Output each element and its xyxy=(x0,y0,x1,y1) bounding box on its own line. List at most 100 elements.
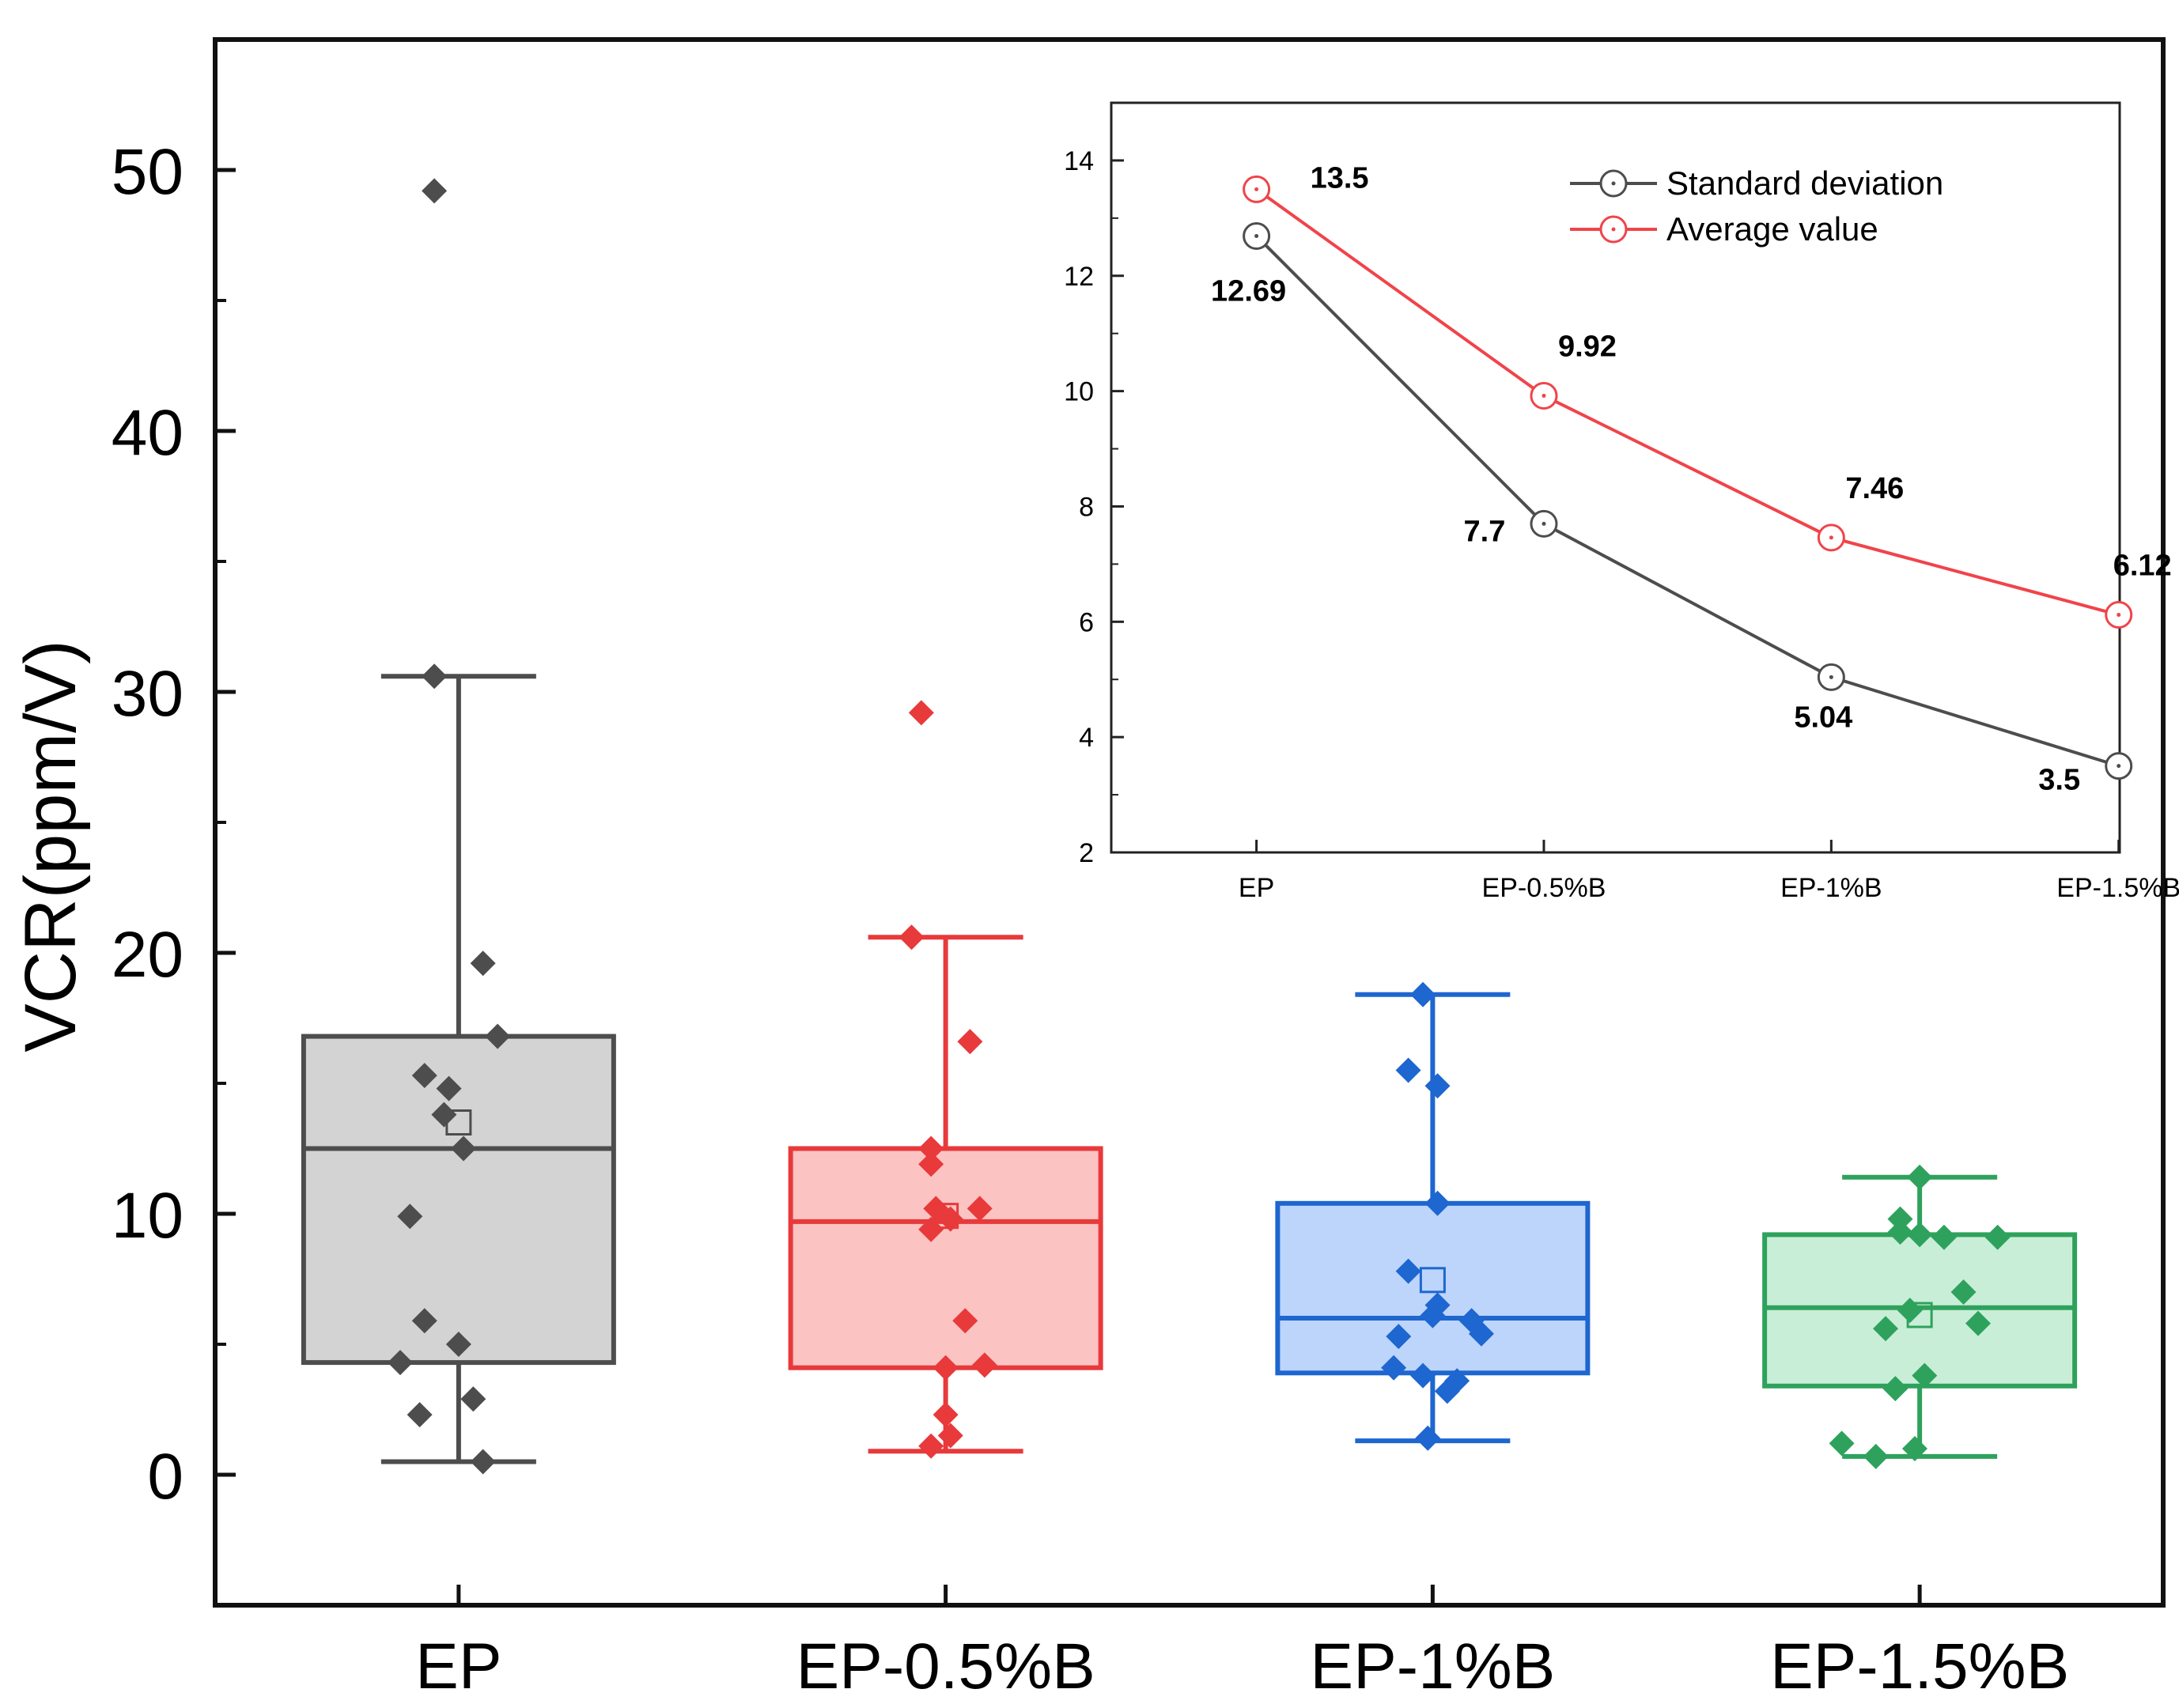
data-point xyxy=(1395,1057,1421,1083)
data-point xyxy=(1386,1324,1412,1350)
data-point xyxy=(933,1355,959,1381)
data-point xyxy=(1420,1302,1446,1328)
mean-marker xyxy=(1419,1267,1446,1294)
y-tick-label: 40 xyxy=(112,397,183,469)
data-point xyxy=(1907,1164,1933,1190)
inset-data-label: 3.5 xyxy=(2038,764,2080,797)
inset-series-marker-dot xyxy=(1542,521,1546,526)
data-point xyxy=(918,1433,944,1459)
data-point xyxy=(1863,1443,1889,1469)
data-point xyxy=(445,1332,471,1357)
inset-y-tick-label: 12 xyxy=(1064,262,1094,292)
box xyxy=(301,1033,616,1366)
x-tick-label: EP-0.5%B xyxy=(796,1631,1095,1702)
data-point xyxy=(1415,1425,1441,1451)
box xyxy=(1275,1200,1591,1376)
data-point xyxy=(1381,1355,1407,1381)
inset-x-tick-label: EP-1%B xyxy=(1780,873,1882,903)
y-tick-label: 10 xyxy=(112,1180,183,1252)
inset-y-tick-label: 6 xyxy=(1079,607,1094,637)
y-tick-label: 0 xyxy=(147,1441,183,1513)
data-point xyxy=(1887,1219,1913,1245)
data-point xyxy=(1468,1321,1494,1347)
x-tick-label: EP xyxy=(415,1631,501,1702)
mean-marker xyxy=(933,1203,959,1230)
inset-series-marker-dot xyxy=(1254,233,1259,238)
data-point xyxy=(451,1136,477,1162)
data-point xyxy=(952,1308,978,1334)
inset-y-tick-label: 4 xyxy=(1079,723,1094,753)
data-point xyxy=(1395,1258,1421,1284)
legend-label: Standard deviation xyxy=(1666,164,1943,202)
data-point xyxy=(470,950,496,977)
data-point xyxy=(407,1402,433,1428)
inset-data-label: 6.12 xyxy=(2113,550,2172,583)
data-point xyxy=(470,1449,496,1475)
inset-series-line xyxy=(1255,187,2120,617)
inset-plot: 2 4 6 8 10 12 14 EP EP-0.5%B EP-1%B EP-1.5%B 12.69 7… xyxy=(1064,101,2179,903)
x-tick-label: EP-1%B xyxy=(1310,1631,1555,1702)
data-point xyxy=(1882,1376,1909,1402)
inset-series-marker-dot xyxy=(1254,187,1259,191)
inset-series-marker-dot xyxy=(1829,675,1833,679)
data-point xyxy=(422,663,448,690)
legend-label: Average value xyxy=(1666,210,1878,248)
data-point xyxy=(908,700,934,726)
inset-series-marker-dot xyxy=(2117,613,2121,618)
y-tick-label: 50 xyxy=(112,136,183,208)
data-point xyxy=(1829,1430,1855,1457)
legend-marker-dot xyxy=(1611,181,1616,186)
data-point xyxy=(1901,1436,1927,1461)
data-point xyxy=(422,178,448,204)
inset-data-label: 13.5 xyxy=(1311,161,1369,195)
inset-series-line xyxy=(1255,235,2120,768)
data-point xyxy=(957,1029,983,1055)
inset-series-marker-dot xyxy=(1829,535,1833,540)
mean-marker xyxy=(445,1109,472,1136)
data-point xyxy=(1965,1310,1992,1336)
inset-data-label: 12.69 xyxy=(1211,274,1286,308)
mean-marker xyxy=(1906,1302,1933,1328)
inset-series-marker-dot xyxy=(2117,764,2121,769)
inset-y-tick-label: 10 xyxy=(1064,377,1094,407)
data-point xyxy=(1424,1190,1451,1216)
main-plot: 0 10 20 30 40 50 EP EP-0.5%B EP-1%B EP-1.5%B xyxy=(112,37,2166,1702)
data-point xyxy=(1887,1206,1913,1232)
data-point xyxy=(937,1423,963,1449)
y-tick-label: 30 xyxy=(112,658,183,730)
inset-y-tick-label: 14 xyxy=(1064,146,1094,176)
data-point xyxy=(387,1350,413,1376)
inset-data-label: 5.04 xyxy=(1794,701,1852,734)
inset-frame xyxy=(1110,101,2121,854)
data-point xyxy=(1424,1073,1451,1099)
inset-y-tick-label: 2 xyxy=(1079,838,1094,868)
data-point xyxy=(918,1136,944,1162)
legend-marker-dot xyxy=(1611,227,1616,232)
data-point xyxy=(1950,1279,1977,1305)
data-point xyxy=(1410,1362,1436,1389)
data-point xyxy=(971,1352,997,1378)
y-axis-label: VCR(ppm/V) xyxy=(10,640,91,1052)
data-point xyxy=(1907,1222,1933,1248)
inset-x-tick-label: EP-0.5%B xyxy=(1482,873,1606,903)
inset-data-label: 7.7 xyxy=(1464,515,1506,548)
inset-y-tick-label: 8 xyxy=(1079,492,1094,522)
data-point xyxy=(1931,1224,1957,1250)
data-point xyxy=(967,1196,993,1222)
data-point xyxy=(436,1075,462,1102)
data-point xyxy=(397,1204,423,1230)
data-point xyxy=(1873,1316,1899,1342)
data-point xyxy=(411,1063,437,1089)
inset-data-label: 7.46 xyxy=(1845,472,1904,505)
data-point xyxy=(485,1023,511,1049)
x-tick-label: EP-1.5%B xyxy=(1770,1631,2069,1702)
inset-data-label: 9.92 xyxy=(1558,330,1617,363)
data-point xyxy=(1912,1362,1938,1389)
data-point xyxy=(1984,1224,2011,1250)
inset-x-tick-label: EP xyxy=(1239,873,1274,903)
data-point xyxy=(918,1151,944,1177)
data-point xyxy=(898,924,925,950)
data-point xyxy=(411,1308,437,1334)
data-point xyxy=(1434,1378,1460,1404)
